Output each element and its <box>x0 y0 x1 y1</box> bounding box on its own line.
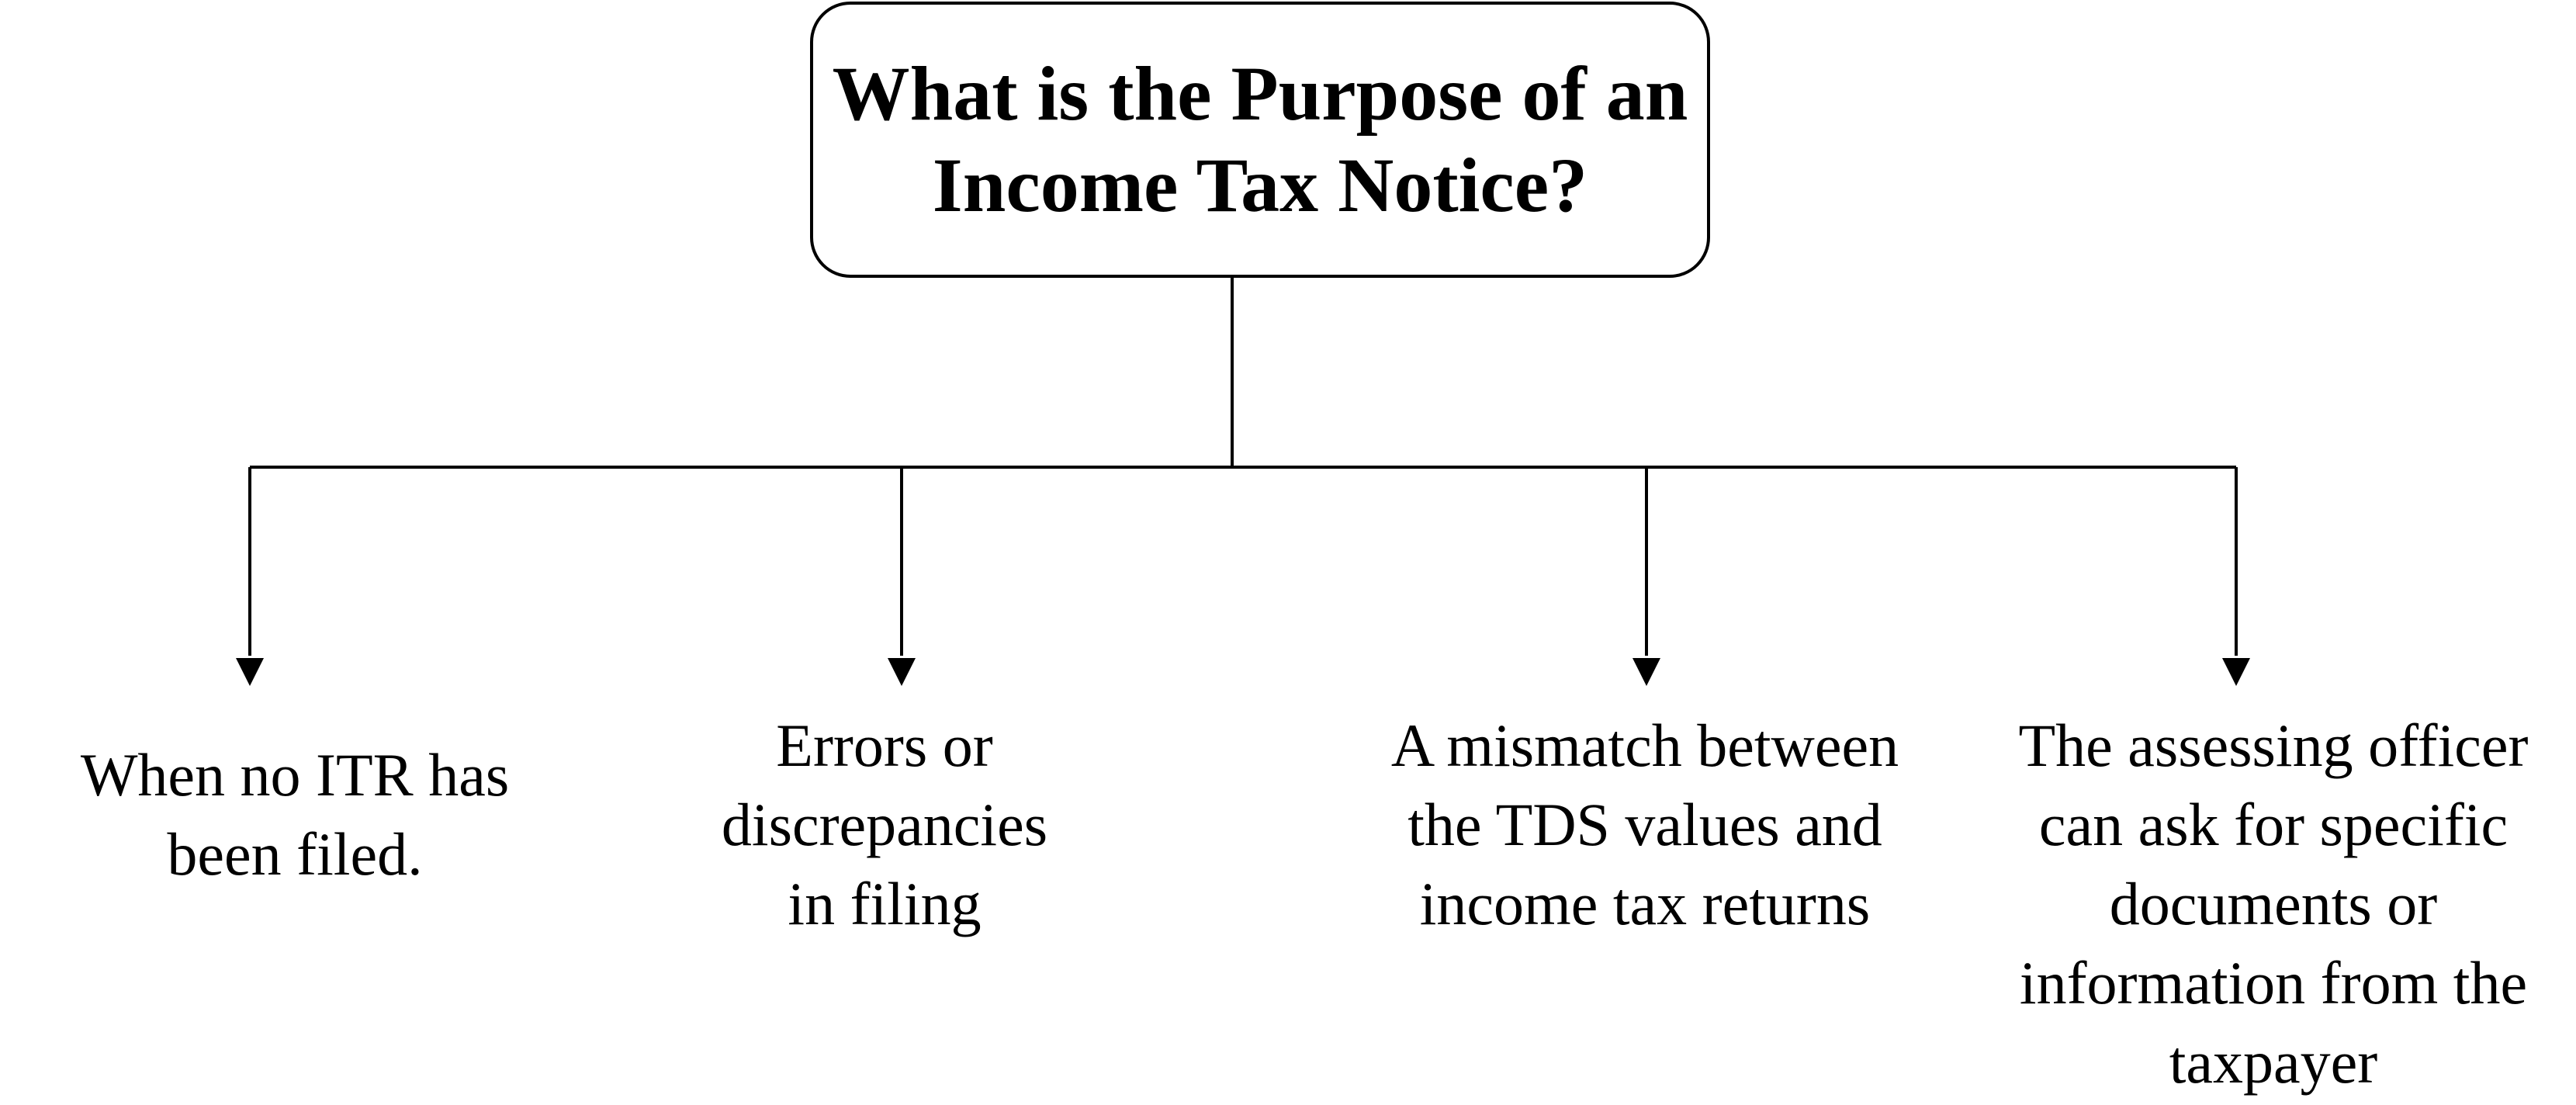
branch-3-line-3: income tax returns <box>1419 870 1871 937</box>
branch-4-line-1: The assessing officer <box>2018 712 2529 779</box>
root-title-line-1: What is the Purpose of an <box>832 50 1688 137</box>
root-title-line-2: Income Tax Notice? <box>932 142 1588 228</box>
branch-2-line-2: discrepancies <box>721 791 1048 858</box>
arrow-1-head <box>236 658 264 686</box>
branch-no-itr-filed: When no ITR has been filed. <box>16 736 574 894</box>
branch-2-line-1: Errors or <box>776 712 993 779</box>
branch-4-line-3: documents or <box>2109 870 2438 937</box>
arrow-3-head <box>1633 658 1660 686</box>
branch-4-line-2: can ask for specific <box>2038 791 2508 858</box>
arrow-4-head <box>2222 658 2250 686</box>
root-node: What is the Purpose of an Income Tax Not… <box>810 2 1710 278</box>
branch-1-line-1: When no ITR has <box>80 741 510 809</box>
branch-1-line-2: been filed. <box>167 820 423 888</box>
branch-2-line-3: in filing <box>788 870 982 937</box>
root-title: What is the Purpose of an Income Tax Not… <box>833 48 1688 231</box>
branch-3-line-1: A mismatch between <box>1390 712 1899 779</box>
branch-4-line-4: information from the <box>2019 949 2528 1017</box>
branch-officer-request: The assessing officer can ask for specif… <box>1971 706 2576 1102</box>
branch-3-line-2: the TDS values and <box>1407 791 1882 858</box>
arrow-2-head <box>888 658 916 686</box>
branch-tds-mismatch: A mismatch between the TDS values and in… <box>1272 706 2017 944</box>
branch-errors-in-filing: Errors or discrepancies in filing <box>621 706 1148 944</box>
branch-4-line-5: taxpayer <box>2169 1028 2378 1096</box>
